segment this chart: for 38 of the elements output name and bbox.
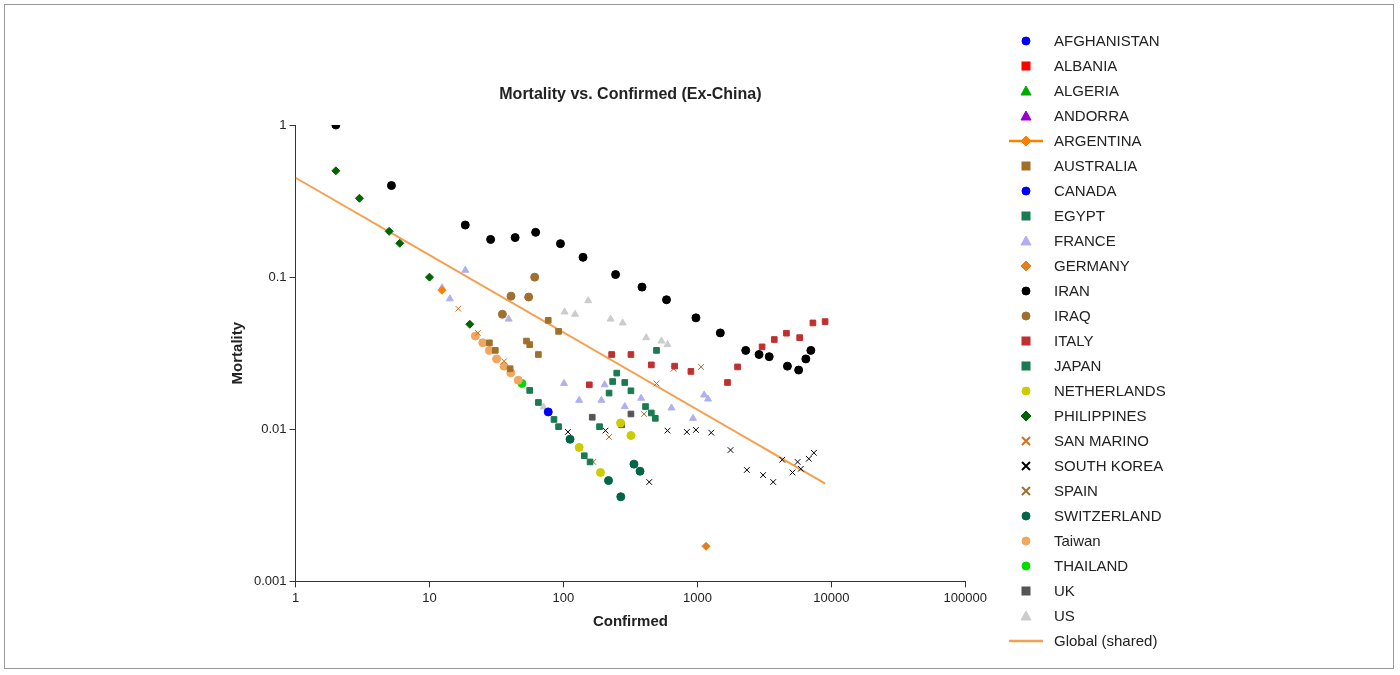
- legend-label: CANADA: [1054, 182, 1117, 199]
- legend-label: JAPAN: [1054, 357, 1102, 374]
- legend-label: THAILAND: [1054, 557, 1129, 574]
- legend-label: ALGERIA: [1054, 82, 1120, 99]
- legend-label: AFGHANISTAN: [1054, 32, 1160, 49]
- legend-label: EGYPT: [1054, 207, 1105, 224]
- x-tick-label: 100000: [943, 589, 988, 605]
- x-tick-label: 1000: [682, 589, 712, 605]
- x-axis-title: Confirmed: [592, 612, 668, 630]
- legend-label: GERMANY: [1054, 257, 1130, 274]
- y-tick-label: 0.001: [253, 572, 287, 588]
- y-axis-title: Mortality: [228, 321, 246, 385]
- x-tick-label: 1: [291, 589, 300, 605]
- legend-label: SPAIN: [1054, 482, 1098, 499]
- y-tick-label: 1: [279, 116, 287, 132]
- y-tick-label: 0.1: [268, 268, 287, 284]
- legend-label: SOUTH KOREA: [1054, 457, 1164, 474]
- legend-label: ARGENTINA: [1054, 132, 1142, 149]
- x-tick-label: 10: [422, 589, 437, 605]
- legend-label: ITALY: [1054, 332, 1094, 349]
- legend-label: Taiwan: [1054, 532, 1101, 549]
- legend-label: US: [1054, 607, 1075, 624]
- legend-label: NETHERLANDS: [1054, 382, 1166, 399]
- x-tick-label: 100: [552, 589, 575, 605]
- y-tick-label: 0.01: [261, 420, 287, 436]
- legend-label: Global (shared): [1054, 632, 1158, 649]
- chart-title: Mortality vs. Confirmed (Ex-China): [499, 85, 762, 103]
- legend-label: ALBANIA: [1054, 57, 1118, 74]
- legend-label: AUSTRALIA: [1054, 157, 1138, 174]
- legend-label: FRANCE: [1054, 232, 1116, 249]
- legend-label: UK: [1054, 582, 1075, 599]
- legend-label: IRAQ: [1054, 307, 1091, 324]
- x-tick-label: 10000: [813, 589, 850, 605]
- legend-label: SAN MARINO: [1054, 432, 1150, 449]
- legend-label: SWITZERLAND: [1054, 507, 1162, 524]
- legend-label: IRAN: [1054, 282, 1090, 299]
- legend-label: PHILIPPINES: [1054, 407, 1147, 424]
- legend-label: ANDORRA: [1054, 107, 1130, 124]
